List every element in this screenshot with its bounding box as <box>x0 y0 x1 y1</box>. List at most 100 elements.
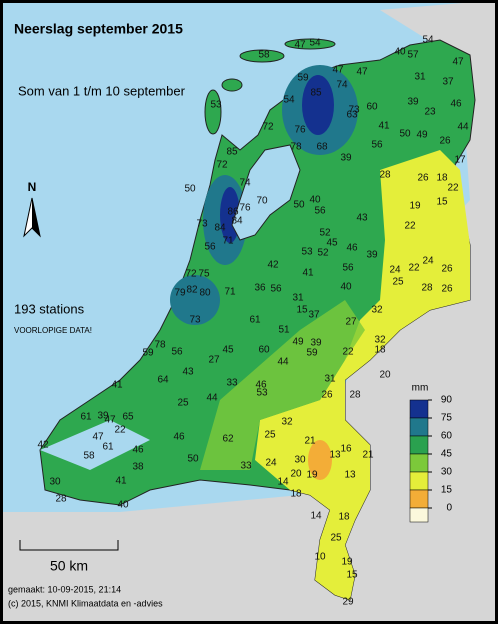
north-arrow <box>32 198 40 236</box>
station-value: 82 <box>186 285 198 296</box>
station-value: 37 <box>442 77 454 88</box>
station-value: 45 <box>326 238 338 249</box>
station-value: 25 <box>264 430 276 441</box>
legend-swatch <box>409 435 429 455</box>
station-value: 26 <box>417 173 429 184</box>
legend-tick-label: 0 <box>446 503 452 514</box>
station-value: 22 <box>404 221 416 232</box>
station-value: 61 <box>102 442 114 453</box>
title: Neerslag september 2015 <box>14 21 183 37</box>
station-value: 56 <box>171 347 183 358</box>
station-value: 20 <box>379 370 391 381</box>
station-value: 59 <box>306 348 318 359</box>
station-value: 46 <box>132 445 144 456</box>
legend-tick-label: 15 <box>441 485 453 496</box>
station-value: 16 <box>340 444 352 455</box>
station-value: 43 <box>356 213 368 224</box>
station-value: 71 <box>222 236 234 247</box>
station-value: 31 <box>292 293 304 304</box>
notice: VOORLOPIGE DATA! <box>14 326 92 335</box>
driest-region <box>308 440 332 480</box>
station-value: 40 <box>394 47 406 58</box>
station-value: 24 <box>422 256 434 267</box>
station-value: 50 <box>187 454 199 465</box>
station-value: 73 <box>348 105 360 116</box>
station-value: 44 <box>457 122 469 133</box>
station-value: 57 <box>407 50 419 61</box>
island <box>221 78 243 92</box>
station-value: 23 <box>424 107 436 118</box>
station-value: 61 <box>80 412 92 423</box>
station-value: 32 <box>374 335 386 346</box>
station-value: 60 <box>366 102 378 113</box>
station-value: 56 <box>371 140 383 151</box>
wet-region <box>170 275 220 325</box>
station-value: 32 <box>281 417 293 428</box>
station-value: 24 <box>265 458 277 469</box>
station-value: 30 <box>294 455 306 466</box>
station-value: 56 <box>204 242 216 253</box>
station-value: 19 <box>341 557 353 568</box>
station-value: 51 <box>278 325 290 336</box>
station-value: 72 <box>185 269 197 280</box>
station-value: 65 <box>122 412 134 423</box>
scale-bar <box>19 540 119 551</box>
station-value: 40 <box>340 282 352 293</box>
ijsselmeer <box>231 144 301 241</box>
station-value: 25 <box>392 277 404 288</box>
station-value: 56 <box>314 206 326 217</box>
station-value: 54 <box>422 35 434 46</box>
light-region <box>200 300 365 470</box>
station-value: 26 <box>321 390 333 401</box>
station-value: 47 <box>104 415 116 426</box>
station-value: 70 <box>256 196 268 207</box>
station-value: 41 <box>115 476 127 487</box>
station-value: 59 <box>297 73 309 84</box>
made-date: gemaakt: 10-09-2015, 21:14 <box>8 584 121 594</box>
station-value: 62 <box>222 434 234 445</box>
station-value: 76 <box>239 203 251 214</box>
station-value: 59 <box>142 348 154 359</box>
station-value: 18 <box>374 345 386 356</box>
island <box>239 49 285 63</box>
station-value: 75 <box>198 269 210 280</box>
station-value: 33 <box>240 461 252 472</box>
station-value: 47 <box>332 65 344 76</box>
station-value: 44 <box>277 357 289 368</box>
station-value: 61 <box>249 315 261 326</box>
station-value: 68 <box>316 142 328 153</box>
station-value: 26 <box>441 264 453 275</box>
station-value: 46 <box>255 380 267 391</box>
wettest-region <box>302 75 334 135</box>
legend-swatch <box>409 417 429 437</box>
legend: mm 90 75 60 45 30 15 0 <box>409 383 453 523</box>
station-value: 41 <box>302 268 314 279</box>
island <box>204 89 222 135</box>
station-value: 47 <box>452 57 464 68</box>
station-value: 78 <box>290 142 302 153</box>
station-value: 41 <box>111 380 123 391</box>
station-value: 15 <box>296 305 308 316</box>
station-value: 86 <box>227 207 239 218</box>
station-value: 22 <box>114 425 126 436</box>
legend-tick-label: 60 <box>441 431 453 442</box>
station-value: 46 <box>450 99 462 110</box>
station-value: 56 <box>270 284 282 295</box>
station-value: 50 <box>184 184 196 195</box>
station-value: 25 <box>177 398 189 409</box>
station-value: 85 <box>226 147 238 158</box>
station-value: 18 <box>290 489 302 500</box>
station-value: 31 <box>324 374 336 385</box>
legend-swatch <box>409 471 429 491</box>
station-value: 18 <box>436 173 448 184</box>
station-value: 47 <box>294 40 306 51</box>
station-value: 58 <box>83 451 95 462</box>
legend-swatch <box>409 453 429 473</box>
station-value: 71 <box>224 287 236 298</box>
station-value: 73 <box>189 315 201 326</box>
north-label: N <box>28 180 37 194</box>
station-value: 73 <box>196 219 208 230</box>
station-value: 39 <box>97 411 109 422</box>
